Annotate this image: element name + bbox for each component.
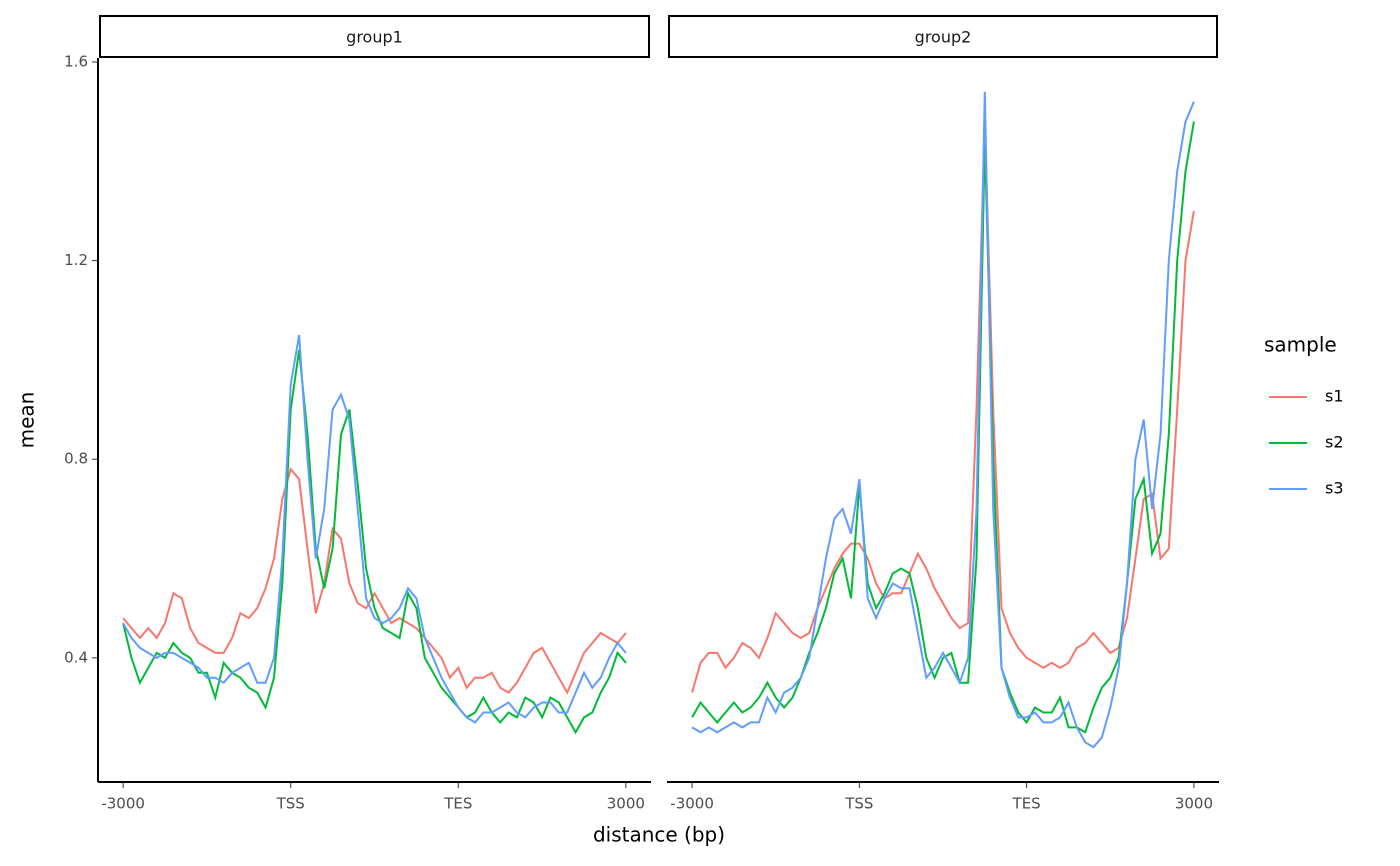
line	[691, 121, 1195, 693]
legend-title: sample	[1264, 333, 1337, 357]
x-tick-label: TSS	[276, 795, 305, 813]
x-axis-title: distance (bp)	[593, 823, 725, 847]
legend-label: s1	[1325, 387, 1344, 406]
x-tick-label: 3000	[607, 795, 645, 813]
y-tick-label: 0.8	[64, 450, 88, 468]
x-tick-label: -3000	[101, 795, 145, 813]
y-tick-label: 1.2	[64, 251, 88, 269]
y-axis-title: mean	[15, 392, 39, 449]
strip	[99, 15, 650, 58]
line	[691, 121, 1195, 734]
x-tick-label: -3000	[670, 795, 714, 813]
line	[122, 334, 627, 724]
line	[691, 91, 1195, 749]
strip-label: group1	[346, 28, 403, 47]
legend-label: s3	[1325, 479, 1344, 498]
x-tick-label: TES	[1012, 795, 1041, 813]
strip	[668, 15, 1218, 58]
strip-label: group2	[915, 28, 972, 47]
y-tick-label: 1.6	[64, 52, 88, 70]
x-tick-label: 3000	[1175, 795, 1213, 813]
y-tick-label: 0.4	[64, 648, 88, 666]
x-tick-label: TSS	[844, 795, 873, 813]
line	[122, 467, 627, 695]
x-tick-label: TES	[443, 795, 472, 813]
legend-label: s2	[1325, 433, 1344, 452]
line	[122, 349, 627, 735]
